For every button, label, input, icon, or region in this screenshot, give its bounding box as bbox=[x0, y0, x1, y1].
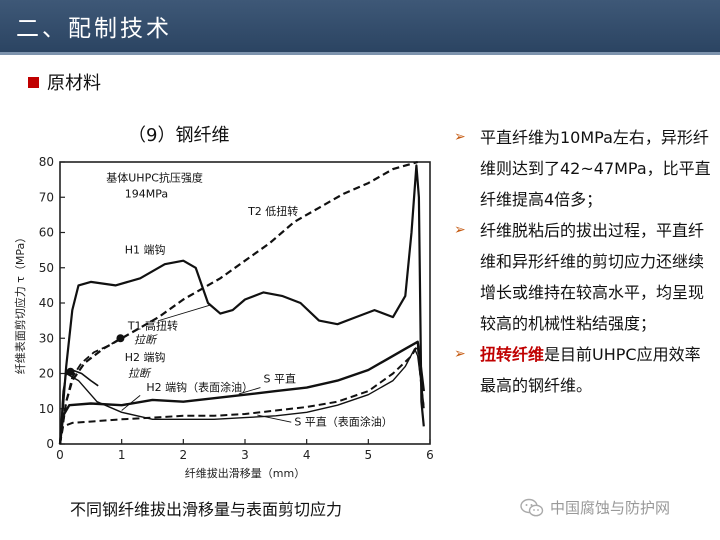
bullet-text: 平直纤维为10MPa左右，异形纤维则达到了42~47MPa，比平直纤维提高4倍多… bbox=[480, 128, 711, 209]
data-marker bbox=[66, 367, 75, 376]
y-tick-label: 20 bbox=[39, 367, 54, 381]
chart-caption: 不同钢纤维拔出滑移量与表面剪切应力 bbox=[70, 500, 343, 519]
y-tick-label: 30 bbox=[39, 331, 54, 345]
square-bullet-icon bbox=[28, 76, 39, 88]
pointer-t1 bbox=[158, 304, 212, 322]
y-tick-label: 50 bbox=[39, 261, 54, 275]
x-tick-label: 2 bbox=[180, 448, 188, 462]
series-s-straight bbox=[58, 340, 425, 445]
chart-title: （9）钢纤维 bbox=[128, 125, 230, 146]
label-t2-low-twist: T2 低扭转 bbox=[247, 204, 298, 218]
bullet-text: 是目前UHPC应用效率最高的钢纤维。 bbox=[480, 345, 701, 395]
series-s-straight-oiled bbox=[59, 344, 425, 445]
y-tick-label: 60 bbox=[39, 226, 54, 240]
label-t1-high-twist: T1 高扭转 bbox=[127, 318, 178, 332]
bullet-item: ➢ 平直纤维为10MPa左右，异形纤维则达到了42~47MPa，比平直纤维提高4… bbox=[452, 122, 714, 215]
bullet-list: ➢ 平直纤维为10MPa左右，异形纤维则达到了42~47MPa，比平直纤维提高4… bbox=[452, 122, 714, 401]
series-t1-high-twist bbox=[59, 337, 121, 445]
bullet-text: 纤维脱粘后的拔出过程，平直纤维和异形纤维的剪切应力还继续增长或维持在较高水平，均… bbox=[480, 221, 705, 333]
watermark: 中国腐蚀与防护网 bbox=[520, 497, 670, 518]
arrow-bullet-icon: ➢ bbox=[454, 129, 466, 145]
pointer-s-straight-oiled bbox=[257, 414, 292, 423]
y-tick-label: 0 bbox=[46, 437, 54, 451]
data-marker bbox=[116, 334, 125, 343]
x-tick-label: 4 bbox=[303, 448, 311, 462]
pointer-h2-oiled bbox=[121, 395, 141, 411]
series-t2-low-twist bbox=[58, 160, 419, 445]
y-tick-label: 70 bbox=[39, 190, 54, 204]
pointer-s-straight bbox=[238, 387, 261, 395]
label-h2-hooked-oiled: H2 端钩（表面涂油） bbox=[146, 380, 253, 394]
label-h2-fracture: 拉断 bbox=[128, 367, 152, 380]
slide-header: 二、配制技术 bbox=[0, 0, 720, 52]
section-heading: 原材料 bbox=[28, 70, 101, 94]
label-s-straight-oiled: S 平直（表面涂油） bbox=[294, 415, 392, 429]
y-tick-label: 10 bbox=[39, 402, 54, 416]
annotation-matrix-value: 194MPa bbox=[125, 187, 168, 200]
plot-frame bbox=[59, 161, 431, 445]
x-tick-label: 6 bbox=[426, 448, 434, 462]
x-tick-label: 0 bbox=[56, 448, 64, 462]
y-tick-label: 80 bbox=[39, 155, 54, 169]
bullet-item: ➢ 纤维脱粘后的拔出过程，平直纤维和异形纤维的剪切应力还继续增长或维持在较高水平… bbox=[452, 215, 714, 339]
label-h1-hooked: H1 端钩 bbox=[125, 243, 166, 257]
header-underline bbox=[0, 52, 720, 55]
x-axis-label: 纤维拔出滑移量（mm） bbox=[185, 466, 305, 480]
bullet-highlight: 扭转纤维 bbox=[480, 345, 545, 364]
y-tick-label: 40 bbox=[39, 296, 54, 310]
wechat-icon bbox=[520, 498, 544, 516]
pullout-chart: 0 1 2 3 4 5 601020304050607080纤维拔出滑移量（mm）纤维表面剪… bbox=[13, 155, 434, 480]
slide-title: 二、配制技术 bbox=[16, 16, 172, 42]
x-tick-label: 1 bbox=[118, 448, 126, 462]
label-s-straight: S 平直 bbox=[264, 371, 296, 385]
watermark-text: 中国腐蚀与防护网 bbox=[550, 499, 671, 517]
series-h2-hooked-oiled bbox=[59, 348, 425, 445]
arrow-bullet-icon: ➢ bbox=[454, 222, 466, 238]
x-tick-label: 3 bbox=[241, 448, 249, 462]
annotation-matrix-label: 基体UHPC抗压强度 bbox=[106, 170, 203, 184]
section-label: 原材料 bbox=[47, 73, 101, 94]
y-axis-label: 纤维表面剪切应力 τ（MPa） bbox=[13, 232, 27, 375]
label-t1-fracture: 拉断 bbox=[134, 334, 158, 347]
arrow-bullet-icon: ➢ bbox=[454, 346, 466, 362]
label-h2-hooked: H2 端钩 bbox=[125, 350, 166, 364]
series-h1-hooked bbox=[58, 164, 425, 445]
x-tick-label: 5 bbox=[365, 448, 373, 462]
bullet-item: ➢ 扭转纤维是目前UHPC应用效率最高的钢纤维。 bbox=[452, 339, 714, 401]
